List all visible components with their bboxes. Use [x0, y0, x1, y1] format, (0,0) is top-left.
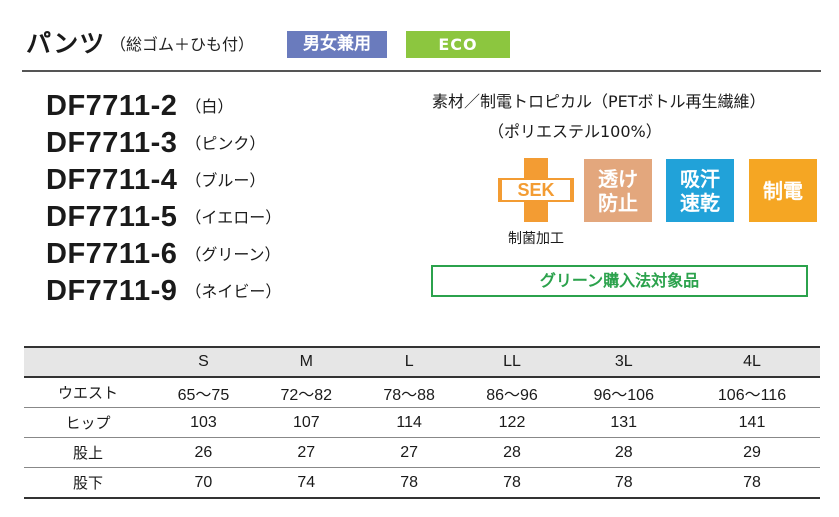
row-label: ウエスト — [24, 377, 152, 408]
product-row: DF7711-2 （白） — [46, 91, 233, 121]
table-cell: 96〜106 — [563, 377, 685, 408]
green-purchase-label: グリーン購入法対象品 — [431, 265, 808, 297]
table-cell: 122 — [460, 407, 564, 438]
row-label: 股下 — [24, 467, 152, 499]
product-row: DF7711-6 （グリーン） — [46, 239, 281, 269]
table-row: 股上 26 27 27 28 28 29 — [24, 437, 820, 468]
table-cell: 107 — [254, 407, 358, 438]
table-cell: 78 — [357, 467, 461, 499]
unisex-badge: 男女兼用 — [287, 31, 387, 58]
product-color: （グリーン） — [185, 245, 281, 264]
table-cell: 65〜75 — [152, 377, 255, 408]
size-table: S M L LL 3L 4L ウエスト 65〜75 72〜82 78〜88 86… — [24, 346, 820, 499]
header-divider — [22, 70, 821, 72]
product-color: （ネイビー） — [185, 282, 282, 301]
product-color: （白） — [185, 97, 234, 116]
table-cell: 28 — [563, 437, 685, 468]
table-cell: 78 — [563, 467, 685, 499]
sek-cross-icon: SEK — [498, 158, 574, 222]
table-header-cell: S — [152, 346, 255, 378]
row-label: 股上 — [24, 437, 152, 468]
table-cell: 74 — [254, 467, 358, 499]
table-cell: 72〜82 — [254, 377, 358, 408]
product-code: DF7711-5 — [46, 201, 178, 233]
product-color: （ブルー） — [185, 171, 266, 190]
see-through-prevention-badge: 透け 防止 — [584, 159, 652, 222]
table-row: 股下 70 74 78 78 78 78 — [24, 467, 820, 499]
eco-badge: ECO — [406, 31, 510, 58]
antistatic-badge: 制電 — [749, 159, 817, 222]
table-cell: 106〜116 — [684, 377, 820, 408]
badge-text-line: 吸汗 — [680, 166, 720, 191]
table-row: ヒップ 103 107 114 122 131 141 — [24, 407, 820, 438]
product-row: DF7711-5 （イエロー） — [46, 202, 281, 232]
table-cell: 70 — [152, 467, 255, 499]
product-row: DF7711-3 （ピンク） — [46, 128, 265, 158]
table-cell: 29 — [684, 437, 820, 468]
sek-label: 制菌加工 — [508, 231, 564, 247]
product-code: DF7711-6 — [46, 238, 178, 270]
table-cell: 28 — [460, 437, 564, 468]
table-cell: 131 — [563, 407, 685, 438]
material-text: 素材／制電トロピカル（PETボトル再生繊維） — [432, 92, 766, 111]
table-cell: 78 — [460, 467, 564, 499]
page-title: パンツ — [26, 29, 106, 58]
sek-antibacterial-mark: SEK — [498, 158, 574, 222]
product-row: DF7711-4 （ブルー） — [46, 165, 265, 195]
row-label: ヒップ — [24, 407, 152, 438]
table-header-cell: LL — [460, 346, 564, 378]
badge-text-line: 速乾 — [680, 190, 720, 215]
badge-text-line: 制電 — [763, 178, 803, 203]
table-cell: 141 — [684, 407, 820, 438]
table-header-cell — [24, 346, 152, 378]
product-code: DF7711-9 — [46, 275, 178, 307]
table-cell: 103 — [152, 407, 255, 438]
table-cell: 26 — [152, 437, 255, 468]
sek-mark-text: SEK — [517, 180, 554, 200]
product-code: DF7711-4 — [46, 164, 178, 196]
table-cell: 78 — [684, 467, 820, 499]
table-cell: 114 — [357, 407, 461, 438]
product-code: DF7711-2 — [46, 90, 178, 122]
material-composition: （ポリエステル100%） — [488, 122, 662, 141]
table-cell: 27 — [357, 437, 461, 468]
size-header-row: S M L LL 3L 4L — [24, 346, 820, 378]
table-header-cell: 4L — [684, 346, 820, 378]
table-cell: 27 — [254, 437, 358, 468]
table-row: ウエスト 65〜75 72〜82 78〜88 86〜96 96〜106 106〜… — [24, 377, 820, 408]
table-header-cell: 3L — [563, 346, 685, 378]
table-header-cell: L — [357, 346, 461, 378]
table-header-cell: M — [254, 346, 358, 378]
table-cell: 78〜88 — [357, 377, 461, 408]
badge-text-line: 透け — [598, 166, 638, 191]
table-cell: 86〜96 — [460, 377, 564, 408]
product-row: DF7711-9 （ネイビー） — [46, 276, 281, 306]
product-code: DF7711-3 — [46, 127, 178, 159]
quick-dry-badge: 吸汗 速乾 — [666, 159, 734, 222]
product-color: （イエロー） — [185, 208, 282, 227]
title-note: （総ゴム＋ひも付） — [110, 35, 255, 54]
badge-text-line: 防止 — [598, 190, 638, 215]
product-color: （ピンク） — [185, 134, 266, 153]
